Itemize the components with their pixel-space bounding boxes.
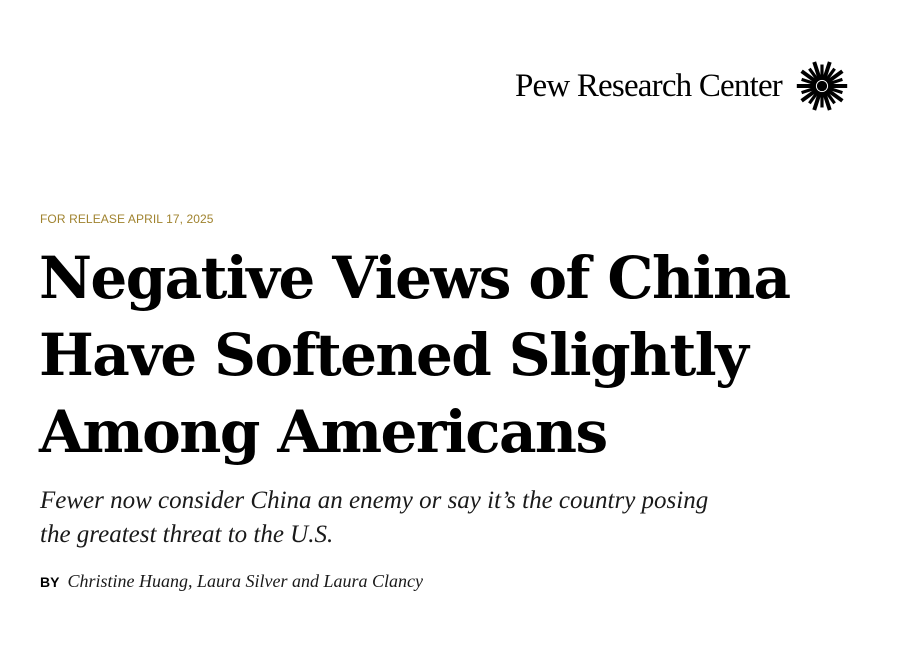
logo-ray bbox=[822, 61, 832, 81]
logo-ray bbox=[812, 91, 822, 111]
logo-ray bbox=[825, 87, 844, 103]
logo-ray bbox=[808, 67, 820, 83]
title-line: Have Softened Slightly bbox=[39, 321, 749, 389]
logo-ray bbox=[801, 86, 817, 95]
logo-ray bbox=[812, 61, 822, 81]
logo-ray bbox=[800, 87, 819, 103]
byline-authors: Christine Huang, Laura Silver and Laura … bbox=[67, 571, 423, 591]
logo-ray bbox=[827, 86, 843, 95]
byline-label: BY bbox=[40, 574, 60, 590]
masthead: Pew Research Center bbox=[515, 58, 850, 114]
logo-ray bbox=[800, 69, 819, 85]
sunburst-logo-icon[interactable] bbox=[794, 58, 850, 114]
logo-ray bbox=[824, 67, 836, 83]
article-subtitle: Fewer now consider China an enemy or say… bbox=[40, 484, 870, 552]
byline: BY Christine Huang, Laura Silver and Lau… bbox=[40, 570, 423, 594]
article-title: Negative Views of China Have Softened Sl… bbox=[39, 240, 869, 471]
logo-ray bbox=[801, 77, 817, 86]
title-line: Negative Views of China bbox=[39, 244, 791, 312]
logo-ray bbox=[827, 77, 843, 86]
logo-ray bbox=[825, 69, 844, 85]
logo-ray bbox=[822, 91, 832, 111]
logo-ray bbox=[808, 89, 820, 105]
org-name[interactable]: Pew Research Center bbox=[514, 67, 783, 104]
title-line: Among Americans bbox=[39, 398, 608, 466]
logo-ray bbox=[824, 89, 836, 105]
subtitle-line: Fewer now consider China an enemy or say… bbox=[40, 487, 709, 514]
release-date: FOR RELEASE APRIL 17, 2025 bbox=[40, 212, 214, 226]
subtitle-line: the greatest threat to the U.S. bbox=[40, 521, 334, 548]
logo-core bbox=[816, 80, 828, 92]
